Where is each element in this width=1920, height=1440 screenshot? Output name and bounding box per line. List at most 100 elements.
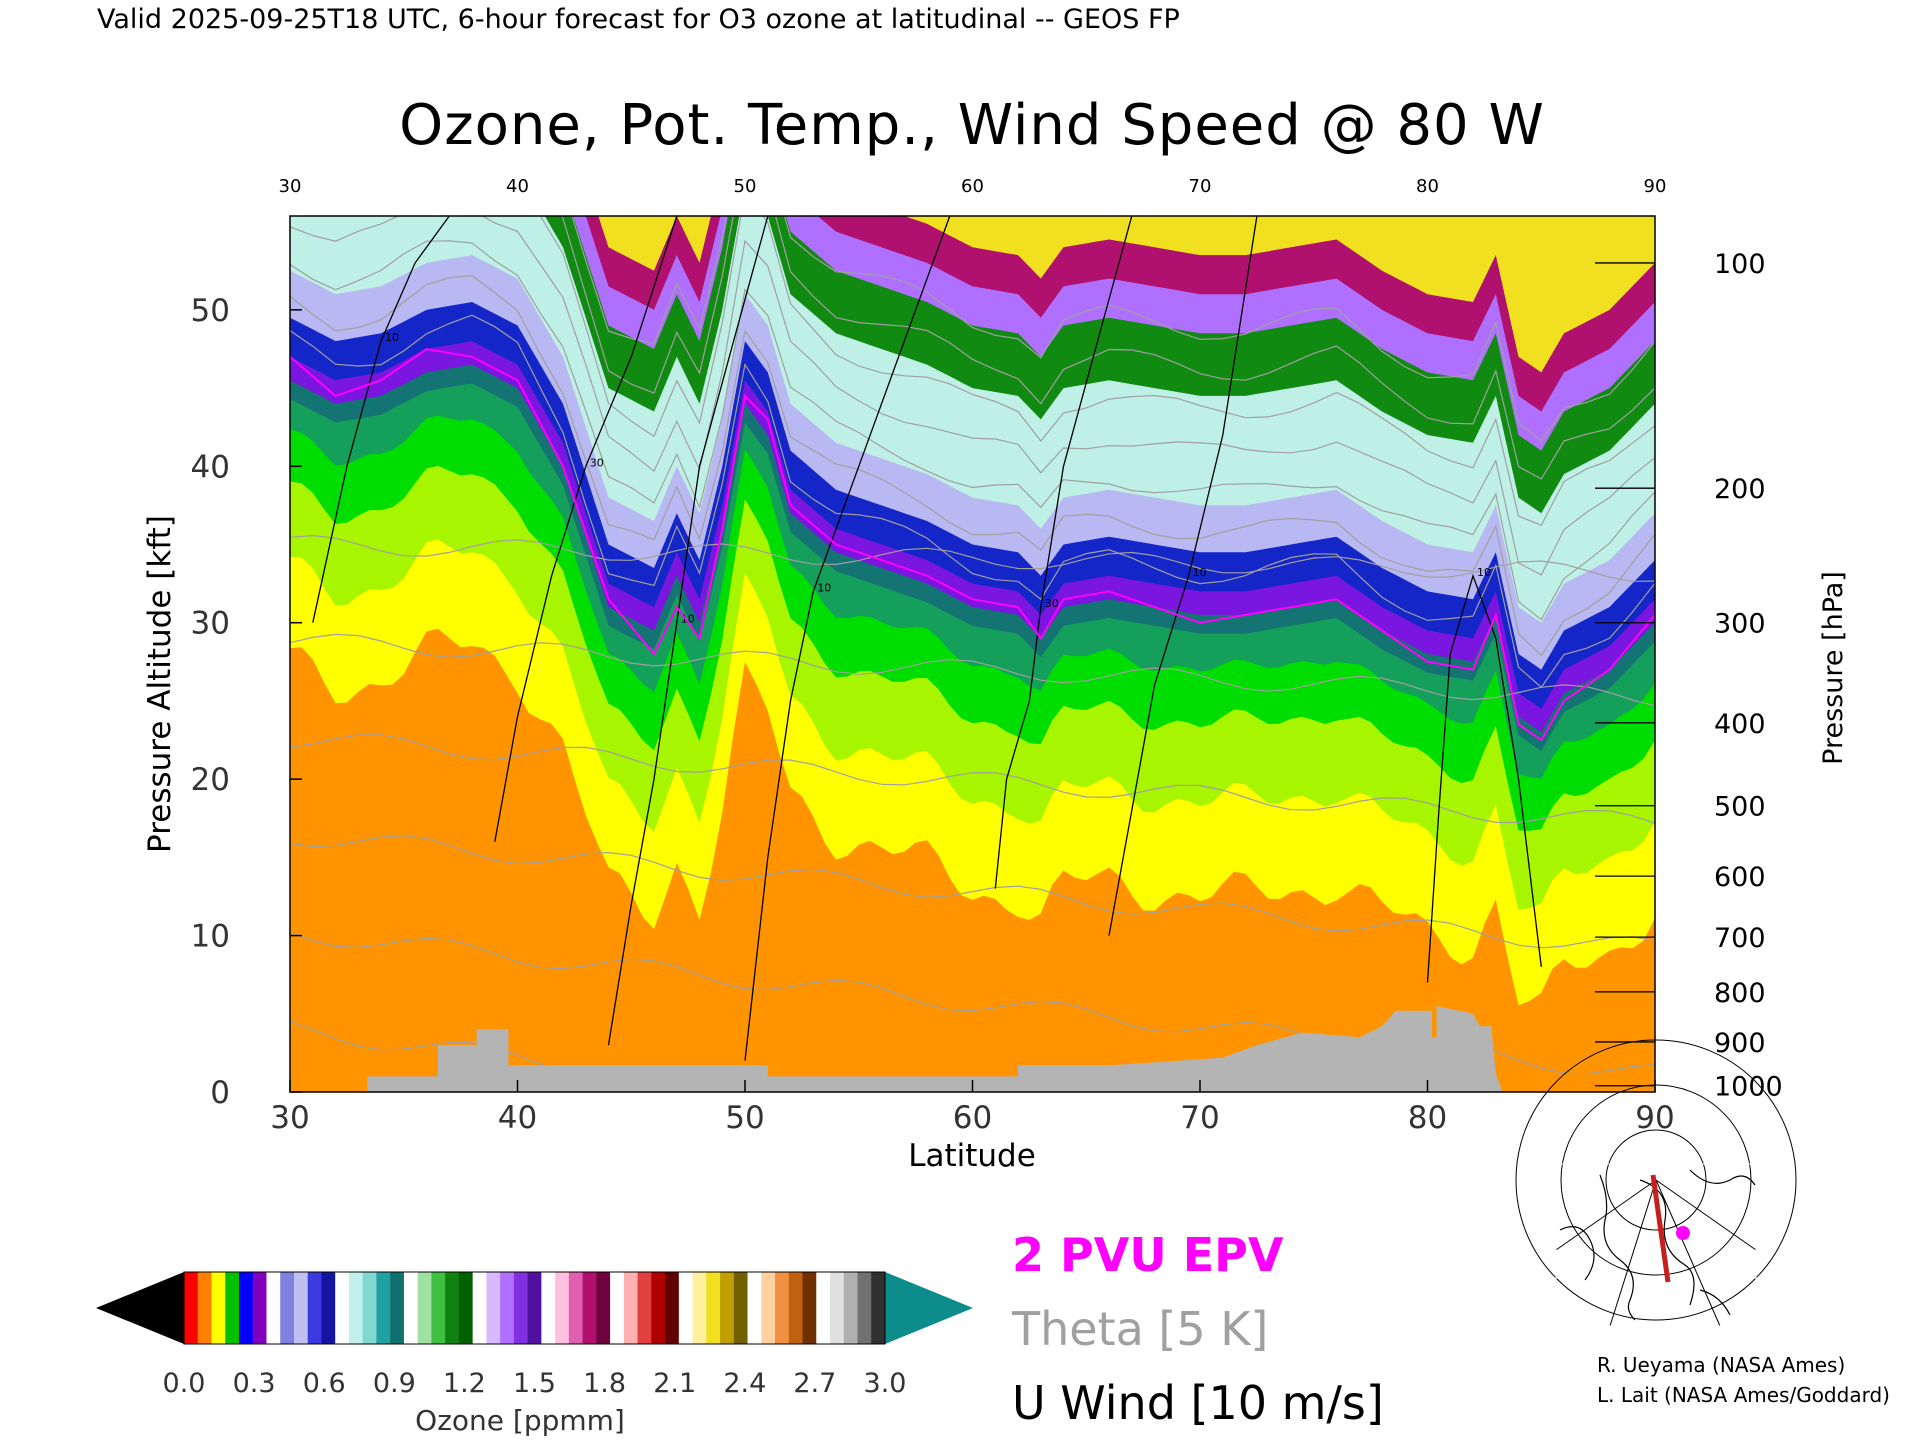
location-marker [1676,1226,1690,1240]
uwind-contour [1426,573,1542,983]
pressure-tick-label: 700 [1714,923,1766,954]
colorbar-swatch [238,1272,254,1344]
colorbar-swatch [417,1272,433,1344]
colorbar-swatch [871,1272,886,1344]
colorbar-swatch [390,1272,405,1344]
x-tick-label: 90 [1635,1100,1674,1136]
colorbar-swatch [733,1272,749,1344]
uwind-contour-label: 30 [1045,597,1059,610]
uwind-contour-label: 10 [1193,566,1207,579]
colorbar-tick-label: 2.7 [793,1368,836,1399]
top-tick-label: 80 [1416,176,1439,197]
pressure-tick-label: 600 [1714,862,1766,893]
colorbar-tick-label: 0.9 [373,1368,416,1399]
theta-contour [290,633,1655,707]
colorbar-swatch [843,1272,859,1344]
y-tick-label: 20 [191,762,230,798]
colorbar-swatch [335,1272,350,1344]
y-axis-label: Pressure Altitude [kft] [142,515,178,853]
x-tick-label: 80 [1408,1100,1447,1136]
colorbar-swatch [857,1272,872,1344]
legend-theta: Theta [5 K] [1011,1302,1268,1356]
colorbar-swatch [706,1272,721,1344]
uwind-contour [744,216,951,1061]
theta-contour [290,314,1655,689]
y-tick-label: 50 [191,293,230,329]
y-tick-label: 40 [191,449,230,485]
colorbar-swatch [266,1272,281,1344]
x-tick-label: 50 [725,1100,764,1136]
ground-mask [290,1006,1655,1092]
inset-map [1515,1039,1797,1327]
uwind-contour [994,216,1133,889]
colorbar-over-arrow [885,1272,973,1344]
colorbar-swatch [225,1272,240,1344]
theta-contour [290,734,1655,824]
colorbar-tick-label: 0.0 [163,1368,206,1399]
theta-contour [561,216,1655,480]
x-axis-label: Latitude [908,1138,1036,1174]
x-axis: 30 40 50 60 70 80 90 [270,1080,1675,1136]
pressure-tick-label: 100 [1714,249,1766,280]
colorbar-swatch [348,1272,364,1344]
colorbar-swatch [445,1272,460,1344]
theta-contour [290,835,1655,949]
colorbar-swatch [816,1272,831,1344]
colorbar-swatch [307,1272,323,1344]
uwind-contour-label: 10 [817,581,831,594]
theta-contour [539,216,1655,527]
pressure-tick-label: 500 [1714,792,1766,823]
colorbar-swatch [665,1272,680,1344]
top-tick-label: 70 [1189,176,1212,197]
colorbar-frame [183,1271,886,1345]
y-axis-left: 0 10 20 30 40 50 [191,293,302,1111]
valid-time-header: Valid 2025-09-25T18 UTC, 6-hour forecast… [97,4,1180,35]
legend-epv: 2 PVU EPV [1012,1228,1284,1282]
pressure-tick-label: 200 [1714,474,1766,505]
chart-title: Ozone, Pot. Temp., Wind Speed @ 80 W [399,93,1545,158]
top-tick-label: 50 [734,176,757,197]
colorbar-swatch [500,1272,515,1344]
colorbar-swatch [761,1272,776,1344]
theta-contour [290,274,1655,657]
y-tick-label: 0 [210,1075,230,1111]
colorbar-swatch [472,1272,487,1344]
top-tick-label: 30 [279,176,302,197]
colorbar-swatch [775,1272,790,1344]
colorbar-swatch [280,1272,295,1344]
colorbar-swatch [403,1272,419,1344]
colorbar-swatch [458,1272,474,1344]
colorbar-swatch [678,1272,694,1344]
colorbar-swatch [362,1272,378,1344]
colorbar-swatch [637,1272,652,1344]
theta-contour [571,216,1655,442]
colorbar-tick-label: 2.1 [653,1368,696,1399]
colorbar-swatch [197,1272,213,1344]
pressure-tick-label: 900 [1714,1028,1766,1059]
colorbar-swatch [623,1272,639,1344]
colorbar-swatch [184,1272,199,1344]
uwind-contour [494,216,678,842]
credit-line-1: R. Ueyama (NASA Ames) [1597,1353,1845,1377]
colorbar-swatch [555,1272,570,1344]
theta-contour [290,216,1655,576]
colorbar-swatch [610,1272,625,1344]
legend-uwind: U Wind [10 m/s] [1012,1376,1384,1430]
colorbar-tick-label: 1.8 [583,1368,626,1399]
uwind-contour [312,216,450,623]
colorbar-swatch [692,1272,707,1344]
theta-contour [290,240,1655,621]
top-x-axis: 30 40 50 60 70 80 90 [279,176,1667,197]
pressure-tick-label: 800 [1714,978,1766,1009]
colorbar: 0.0 0.3 0.6 0.9 1.2 1.5 1.8 2.1 2.4 2.7 3.0 [96,1271,973,1399]
uwind-contour [1108,216,1258,936]
colorbar-swatch [541,1272,556,1344]
uwind-contour [607,216,769,1046]
colorbar-swatch [582,1272,597,1344]
y-tick-label: 10 [191,919,230,955]
colorbar-swatch [596,1272,611,1344]
x-tick-label: 30 [270,1100,309,1136]
